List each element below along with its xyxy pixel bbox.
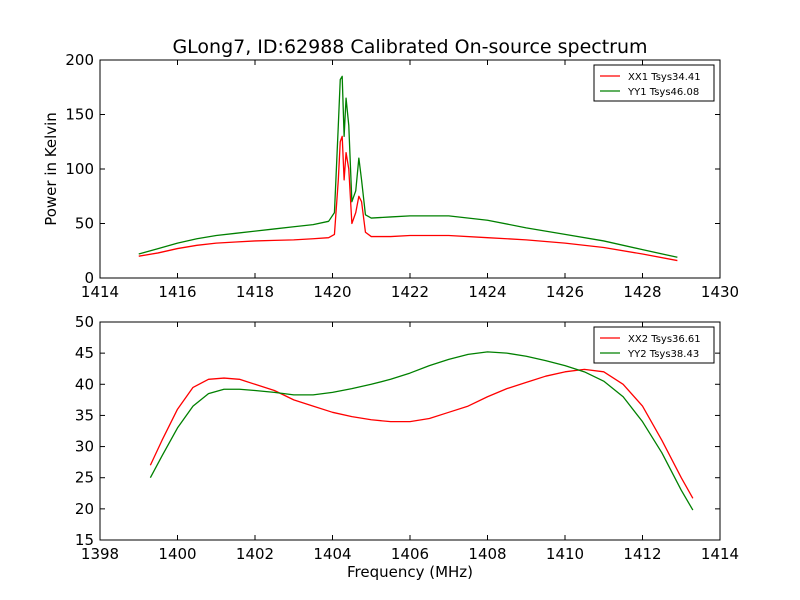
bottom-x-tick-label-1404: 1404 [313, 545, 351, 563]
bottom-y-tick-label-25: 25 [75, 469, 94, 487]
top-x-tick-label-1420: 1420 [313, 283, 351, 301]
bottom-x-tick-label-1410: 1410 [546, 545, 584, 563]
bottom-y-tick-label-45: 45 [75, 344, 94, 362]
bottom-y-tick-label-40: 40 [75, 375, 94, 393]
bottom-x-tick-label-1406: 1406 [391, 545, 429, 563]
bottom-legend-label-yy2: YY2 Tsys38.43 [627, 349, 699, 360]
top-y-tick-label-50: 50 [75, 215, 94, 233]
top-series-line-1 [138, 75, 678, 258]
top-series-line-0 [138, 135, 678, 262]
bottom-legend-label-xx2: XX2 Tsys36.61 [628, 334, 701, 345]
top-y-tick-label-200: 200 [65, 51, 94, 69]
top-x-tick-label-1414: 1414 [81, 283, 119, 301]
top-x-tick-label-1430: 1430 [701, 283, 739, 301]
bottom-x-tick-label-1402: 1402 [236, 545, 274, 563]
bottom-axis-ticks: 1398 1400 1402 1404 1406 1408 1410 1412 1414 15 20… [75, 313, 739, 563]
top-y-axis-label: Power in Kelvin [42, 112, 60, 226]
bottom-x-tick-label-1412: 1412 [623, 545, 661, 563]
bottom-x-tick-label-1408: 1408 [468, 545, 506, 563]
top-y-tick-label-100: 100 [65, 160, 94, 178]
bottom-series-line-0 [149, 368, 694, 499]
bottom-series-lines [149, 351, 694, 511]
top-x-tick-label-1428: 1428 [623, 283, 661, 301]
bottom-y-tick-label-20: 20 [75, 500, 94, 518]
top-axis-ticks: 1414 1416 1418 1420 1422 1424 1426 1428 1430 0 50 1… [65, 51, 739, 301]
bottom-x-tick-label-1398: 1398 [81, 545, 119, 563]
bottom-spectrum-panel: 1398 1400 1402 1404 1406 1408 1410 1412 1414 15 20… [75, 313, 739, 581]
bottom-y-tick-label-50: 50 [75, 313, 94, 331]
top-legend-label-xx1: XX1 Tsys34.41 [628, 72, 701, 83]
bottom-y-tick-label-15: 15 [75, 531, 94, 549]
top-x-tick-label-1426: 1426 [546, 283, 584, 301]
bottom-legend: XX2 Tsys36.61 YY2 Tsys38.43 [593, 326, 715, 364]
bottom-series-line-1 [149, 351, 694, 511]
top-x-tick-label-1416: 1416 [158, 283, 196, 301]
top-x-tick-label-1424: 1424 [468, 283, 506, 301]
bottom-x-tick-label-1414: 1414 [701, 545, 739, 563]
bottom-x-axis-label: Frequency (MHz) [347, 563, 473, 581]
bottom-legend-box [593, 326, 715, 364]
top-legend-box [593, 64, 715, 102]
top-y-tick-label-0: 0 [84, 269, 94, 287]
figure-title: GLong7, ID:62988 Calibrated On-source sp… [172, 36, 647, 58]
bottom-plot-frame [99, 321, 721, 541]
top-x-tick-label-1418: 1418 [236, 283, 274, 301]
top-spectrum-panel: 1414 1416 1418 1420 1422 1424 1426 1428 1430 0 50 1… [42, 51, 739, 301]
top-legend-label-yy1: YY1 Tsys46.08 [627, 87, 699, 98]
bottom-y-tick-label-35: 35 [75, 406, 94, 424]
top-series-lines [138, 75, 678, 262]
top-y-tick-label-150: 150 [65, 106, 94, 124]
bottom-x-tick-label-1400: 1400 [158, 545, 196, 563]
top-legend: XX1 Tsys34.41 YY1 Tsys46.08 [593, 64, 715, 102]
bottom-y-tick-label-30: 30 [75, 438, 94, 456]
top-plot-frame [99, 59, 721, 279]
top-x-tick-label-1422: 1422 [391, 283, 429, 301]
